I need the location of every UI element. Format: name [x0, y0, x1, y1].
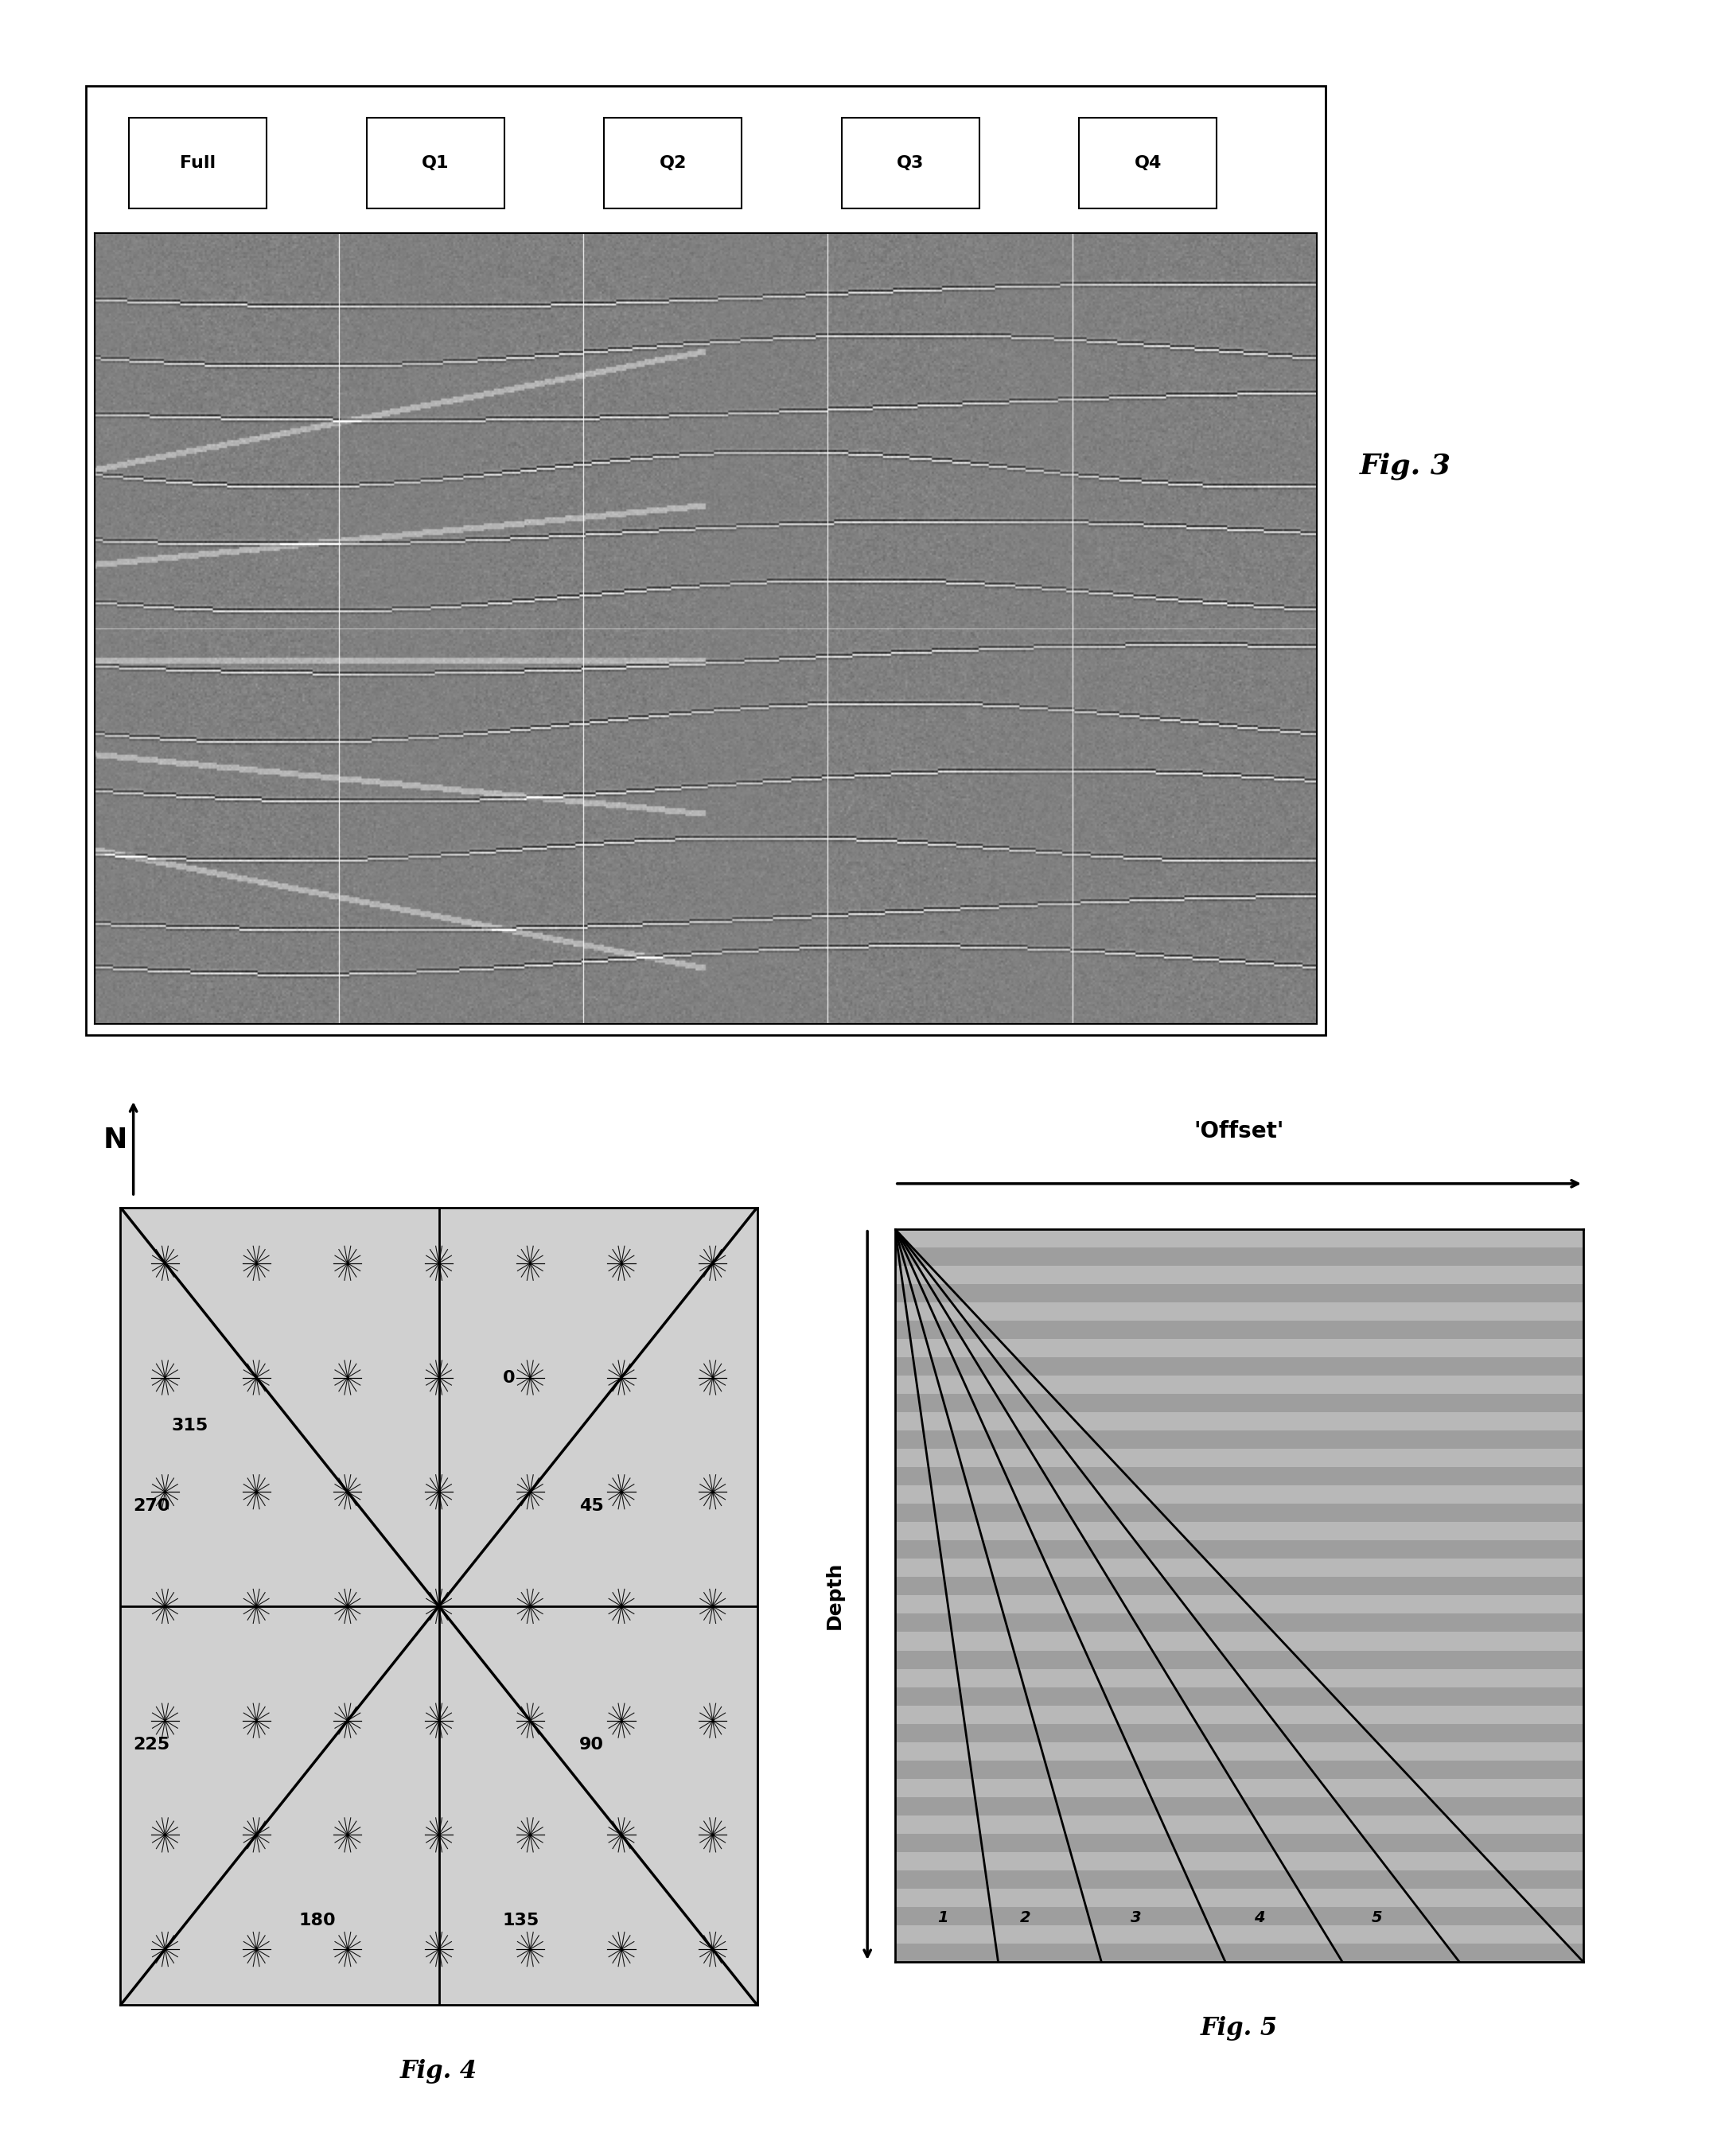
Text: 4: 4 — [1255, 1910, 1265, 1925]
Text: 225: 225 — [133, 1738, 170, 1753]
Text: 2: 2 — [1021, 1910, 1031, 1925]
Text: N: N — [103, 1125, 127, 1153]
Text: 135: 135 — [503, 1912, 539, 1927]
Text: 270: 270 — [133, 1498, 170, 1514]
Text: 180: 180 — [299, 1912, 336, 1927]
Text: 3: 3 — [1131, 1910, 1141, 1925]
Text: 1: 1 — [938, 1910, 948, 1925]
Text: Fig. 5: Fig. 5 — [1201, 2016, 1277, 2040]
Text: Q3: Q3 — [897, 155, 924, 170]
Text: Q4: Q4 — [1134, 155, 1162, 170]
Text: 90: 90 — [578, 1738, 604, 1753]
Text: Fig. 4: Fig. 4 — [401, 2059, 477, 2083]
Text: Depth: Depth — [824, 1561, 845, 1630]
Text: 45: 45 — [578, 1498, 604, 1514]
Text: Fig. 3: Fig. 3 — [1360, 453, 1451, 479]
Text: Q2: Q2 — [659, 155, 687, 170]
Text: Q1: Q1 — [422, 155, 449, 170]
Text: 0: 0 — [503, 1369, 515, 1386]
Text: 5: 5 — [1372, 1910, 1382, 1925]
Text: Full: Full — [181, 155, 215, 170]
Text: 315: 315 — [172, 1419, 208, 1434]
Text: 'Offset': 'Offset' — [1194, 1121, 1284, 1143]
